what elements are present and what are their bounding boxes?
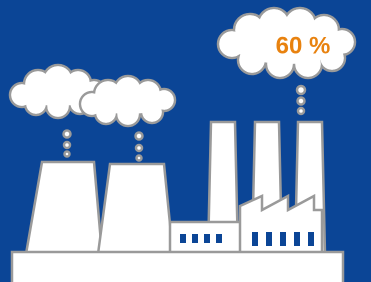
cloud-label: 60 %	[276, 32, 331, 59]
cooling-tower	[98, 164, 173, 254]
factory-illustration: 60 %	[0, 0, 371, 282]
page: {"cloud_label": "60 %"} 60 % (() => { co…	[0, 0, 371, 282]
ground	[12, 252, 343, 282]
